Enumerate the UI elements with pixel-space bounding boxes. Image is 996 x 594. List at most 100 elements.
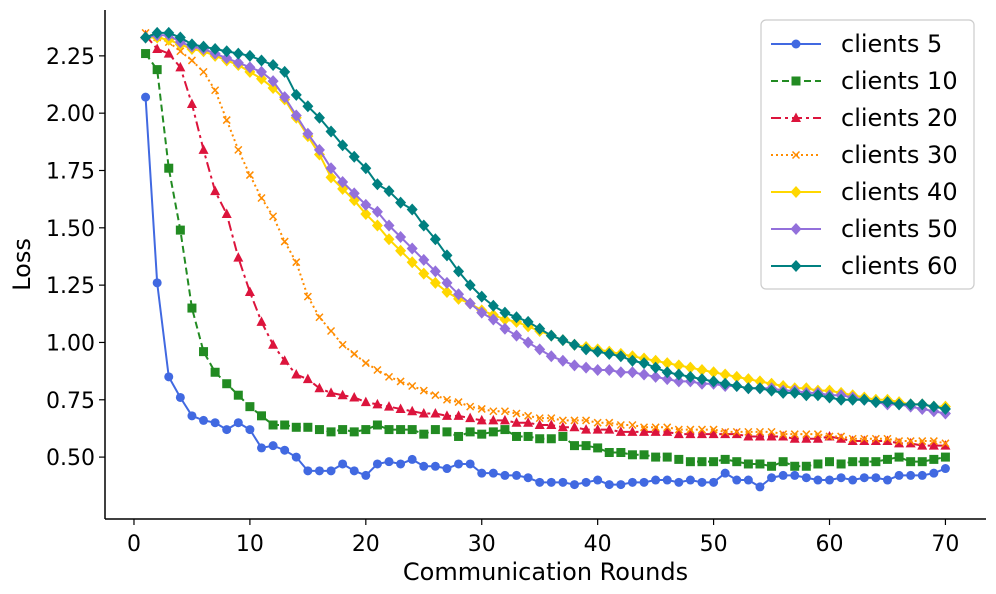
- x-tick-label: 30: [468, 532, 496, 557]
- data-point: [232, 56, 244, 69]
- data-point: [917, 470, 927, 480]
- data-point: [928, 440, 939, 450]
- data-point: [661, 366, 673, 379]
- data-point: [407, 454, 417, 464]
- data-point: [256, 443, 266, 453]
- data-point: [790, 470, 800, 480]
- data-point: [720, 468, 730, 478]
- data-point: [221, 208, 232, 219]
- data-point: [638, 368, 650, 381]
- x-ticks: 0 10 20 30 40 50 60 70: [127, 519, 959, 557]
- data-point: [789, 386, 801, 399]
- series-line: [145, 31, 946, 445]
- data-point: [279, 355, 290, 365]
- data-point: [790, 461, 800, 471]
- data-point: [754, 430, 765, 441]
- data-point: [626, 354, 638, 367]
- data-point: [441, 410, 452, 420]
- data-point: [742, 382, 754, 395]
- data-point: [268, 441, 278, 451]
- data-point: [187, 411, 197, 421]
- axes: [104, 10, 986, 520]
- data-point: [581, 441, 591, 451]
- data-point: [603, 363, 615, 376]
- data-point: [546, 419, 557, 429]
- y-tick-label: 1.00: [46, 331, 95, 356]
- data-point: [372, 420, 382, 430]
- data-point: [673, 375, 685, 388]
- data-point: [940, 464, 950, 474]
- series-clients-60: [140, 26, 951, 415]
- data-point: [568, 359, 580, 372]
- data-point: [418, 408, 429, 418]
- data-point: [651, 475, 661, 485]
- data-point: [302, 127, 314, 140]
- x-tick-label: 40: [584, 532, 612, 557]
- data-point: [210, 418, 220, 428]
- data-point: [593, 418, 602, 427]
- data-point: [557, 354, 569, 367]
- data-point: [164, 372, 174, 382]
- data-point: [778, 457, 788, 467]
- data-point: [257, 193, 266, 203]
- data-point: [279, 65, 291, 78]
- legend-items: clients 5 clients 10 clients 20 clients 30 c…: [771, 30, 958, 280]
- data-point: [732, 427, 741, 436]
- data-point: [338, 340, 347, 349]
- data-point: [232, 47, 244, 60]
- data-point: [674, 425, 683, 434]
- data-point: [499, 414, 510, 425]
- data-point: [650, 426, 661, 436]
- data-point: [349, 427, 359, 437]
- data-point: [430, 408, 441, 418]
- data-point: [198, 40, 210, 53]
- data-point: [512, 431, 522, 441]
- data-point: [465, 412, 476, 423]
- data-point: [721, 427, 730, 436]
- data-point: [731, 380, 743, 393]
- data-point: [303, 466, 313, 476]
- data-point: [395, 196, 407, 209]
- data-point: [825, 457, 835, 467]
- data-point: [522, 336, 534, 349]
- data-point: [535, 477, 545, 487]
- data-point: [558, 431, 568, 441]
- data-point: [186, 98, 197, 109]
- legend-item: clients 60: [771, 252, 958, 280]
- data-point: [639, 450, 649, 460]
- data-point: [651, 423, 660, 432]
- data-point: [361, 425, 371, 435]
- data-point: [662, 426, 673, 436]
- data-point: [557, 334, 569, 347]
- data-point: [604, 448, 614, 458]
- data-point: [882, 475, 892, 485]
- data-point: [824, 391, 836, 404]
- data-point: [419, 461, 429, 471]
- data-point: [313, 111, 325, 124]
- data-point: [384, 401, 395, 411]
- data-point: [860, 434, 869, 443]
- data-point: [685, 475, 695, 485]
- data-point: [372, 398, 383, 409]
- data-point: [360, 396, 371, 407]
- data-point: [511, 311, 523, 324]
- y-tick-label: 1.75: [46, 159, 95, 184]
- data-point: [825, 432, 834, 441]
- data-point: [511, 417, 522, 427]
- x-tick-label: 0: [127, 532, 141, 557]
- data-point: [269, 212, 278, 221]
- data-point: [291, 369, 302, 379]
- y-tick-label: 2.25: [46, 45, 95, 70]
- data-point: [893, 398, 905, 411]
- data-point: [476, 290, 488, 303]
- data-point: [198, 144, 209, 154]
- data-point: [916, 398, 928, 411]
- data-point: [361, 470, 371, 480]
- data-point: [882, 454, 892, 464]
- legend-label: clients 20: [841, 104, 958, 132]
- data-point: [546, 477, 556, 487]
- data-point: [605, 418, 614, 427]
- x-axis-label: Communication Rounds: [403, 558, 688, 586]
- data-point: [384, 457, 394, 467]
- data-point: [499, 313, 511, 326]
